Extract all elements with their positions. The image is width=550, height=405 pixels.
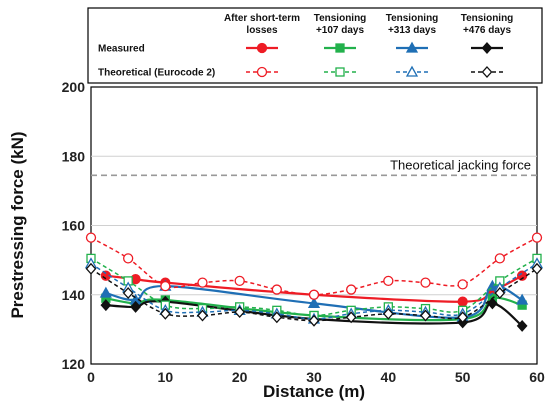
data-point-t0 [160, 280, 171, 292]
data-point-t476 [457, 311, 469, 324]
legend-marker-t313 [405, 65, 419, 77]
data-point-t476 [308, 314, 320, 327]
legend-column-header: Tensioning [386, 13, 439, 24]
x-tick-label: 60 [529, 369, 545, 385]
data-point-m313 [516, 293, 529, 305]
data-point-m313 [99, 286, 112, 298]
data-point-t476 [271, 311, 283, 324]
y-tick-label: 120 [62, 356, 86, 372]
x-tick-label: 30 [306, 369, 322, 385]
legend-marker-m476 [481, 42, 493, 54]
y-tick-label: 140 [62, 287, 86, 303]
legend-marker-m107 [335, 43, 345, 53]
data-point-t0 [420, 277, 431, 288]
legend-column-header: +476 days [463, 25, 512, 36]
data-point-t0 [383, 275, 394, 287]
x-tick-label: 40 [381, 369, 397, 385]
data-point-t0 [123, 253, 134, 264]
data-point-t476 [197, 309, 208, 322]
legend-marker-t0 [256, 66, 268, 78]
data-point-t476 [122, 287, 134, 299]
x-tick-label: 50 [455, 369, 471, 385]
data-point-m313 [307, 297, 321, 309]
data-point-t476 [531, 262, 543, 275]
legend-marker-t476 [481, 66, 493, 78]
data-point-m476 [487, 297, 498, 310]
jacking-force-label: Theoretical jacking force [390, 157, 531, 172]
data-point-t476 [345, 311, 357, 324]
x-axis-title: Distance (m) [263, 382, 365, 401]
y-tick-label: 160 [62, 218, 86, 234]
series-m313 [99, 279, 529, 322]
data-point-m476 [516, 319, 528, 332]
reference-line-group: Theoretical jacking force [91, 157, 537, 177]
series-t476 [85, 262, 543, 327]
x-tick-label: 20 [232, 369, 248, 385]
legend-marker-t107 [335, 67, 345, 77]
legend-marker-m313 [405, 41, 419, 53]
legend-row-label: Theoretical (Eurocode 2) [98, 68, 215, 79]
data-point-t476 [382, 307, 394, 320]
data-point-t0 [457, 279, 468, 290]
data-point-t0 [494, 253, 505, 264]
data-point-m476 [100, 299, 112, 312]
data-point-t0 [197, 277, 208, 288]
legend-column-header: +313 days [388, 25, 437, 36]
series-group [84, 232, 544, 332]
data-point-t476 [85, 262, 97, 275]
y-axis-title: Prestressing force (kN) [8, 131, 27, 318]
series-t0 [85, 232, 543, 300]
data-point-m0 [457, 296, 468, 307]
legend-column-header: Tensioning [461, 13, 514, 24]
data-point-m476 [130, 300, 141, 313]
y-tick-label: 200 [62, 79, 86, 95]
y-tick-label: 180 [62, 148, 86, 164]
legend-row-label: Measured [98, 44, 145, 55]
x-tick-label: 10 [158, 369, 174, 385]
data-point-t476 [234, 306, 246, 319]
data-point-t0 [85, 232, 97, 243]
data-point-t476 [494, 287, 506, 299]
legend-column-header: +107 days [316, 25, 365, 36]
legend-column-header: losses [246, 25, 278, 36]
data-point-t0 [346, 284, 357, 295]
tick-labels: 120 140 160 180 200 0 10 20 30 40 50 60 [62, 79, 545, 385]
legend-box [87, 7, 543, 84]
data-point-t476 [159, 307, 171, 320]
legend-column-header: Tensioning [314, 13, 367, 24]
data-point-t0 [271, 284, 282, 295]
data-point-t476 [420, 309, 431, 322]
data-point-t0 [234, 275, 245, 287]
data-point-t0 [308, 289, 320, 300]
legend-column-header: After short-term [224, 13, 300, 24]
legend-marker-m0 [256, 42, 268, 54]
data-point-t0 [531, 232, 543, 243]
x-tick-label: 0 [87, 369, 95, 385]
